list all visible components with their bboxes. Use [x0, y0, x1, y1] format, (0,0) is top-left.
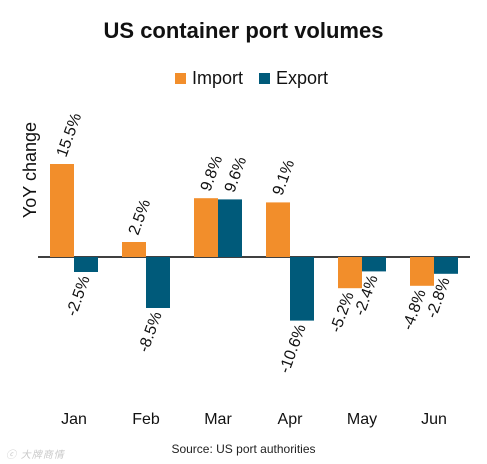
data-label-import-feb: 2.5%	[126, 197, 154, 237]
x-tick-label-may: May	[347, 411, 377, 428]
legend-item-import: Import	[175, 68, 243, 89]
legend-item-export: Export	[259, 68, 328, 89]
legend-swatch-import	[175, 73, 186, 84]
bar-import-jan	[50, 164, 74, 257]
chart-title: US container port volumes	[103, 18, 384, 43]
x-tick-label-jan: Jan	[61, 411, 87, 428]
x-tick-label-apr: Apr	[278, 411, 304, 428]
bar-export-apr	[290, 257, 314, 321]
x-tick-label-feb: Feb	[132, 411, 160, 428]
data-label-export-jan: -2.5%	[63, 274, 93, 319]
bar-export-mar	[218, 199, 242, 257]
legend-label-import: Import	[192, 68, 244, 88]
x-tick-label-mar: Mar	[204, 411, 232, 428]
bar-import-mar	[194, 198, 218, 257]
data-label-import-jan: 15.5%	[54, 111, 85, 159]
bar-import-feb	[122, 242, 146, 257]
x-tick-label-jun: Jun	[421, 411, 447, 428]
bar-import-may	[338, 257, 362, 289]
bar-export-may	[362, 257, 386, 272]
data-label-import-apr: 9.1%	[270, 158, 298, 198]
data-label-export-apr: -10.6%	[276, 322, 309, 375]
bar-export-jan	[74, 257, 98, 272]
legend-label-export: Export	[276, 68, 329, 88]
bar-export-jun	[434, 257, 458, 274]
bar-import-apr	[266, 202, 290, 257]
data-label-export-feb: -8.5%	[135, 310, 165, 355]
legend-swatch-export	[259, 73, 271, 84]
bar-import-jun	[410, 257, 434, 286]
legend: Import Export	[175, 68, 338, 89]
watermark: ⓒ 大牌商情	[6, 450, 65, 461]
bar-export-feb	[146, 257, 170, 308]
source-note: Source: US port authorities	[171, 442, 316, 456]
data-label-export-mar: 9.6%	[222, 155, 250, 195]
